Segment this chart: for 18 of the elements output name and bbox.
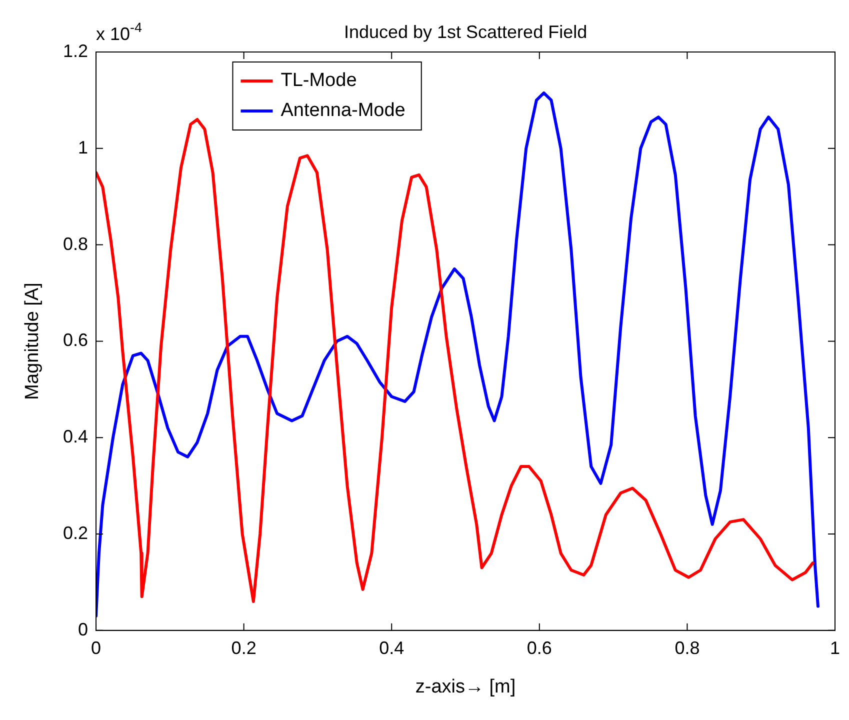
legend-label: TL-Mode — [280, 70, 357, 92]
y-tick-label: 0.2 — [62, 522, 88, 543]
y-axis-title: Magnitude [A] — [22, 282, 44, 400]
x-tick-label: 0.6 — [526, 638, 552, 658]
y-tick-label: 0.6 — [62, 330, 88, 350]
chart-title: Induced by 1st Scattered Field — [344, 22, 588, 42]
x-tick-label: 1 — [830, 638, 840, 658]
x-tick-label: 0.2 — [231, 638, 256, 658]
x-tick-label: 0.4 — [379, 638, 404, 658]
y-tick-label: 0 — [78, 619, 88, 640]
y-tick-label: 0.4 — [62, 426, 88, 447]
legend-label: Antenna-Mode — [280, 100, 406, 122]
x-tick-label: 0.8 — [674, 638, 700, 658]
y-tick-label: 1 — [78, 137, 88, 158]
x-tick-label: 0 — [91, 638, 102, 658]
y-tick-label: 1.2 — [62, 40, 88, 61]
x-axis-title: z-axis→ [m] — [415, 676, 516, 698]
y-tick-label: 0.8 — [62, 234, 88, 254]
